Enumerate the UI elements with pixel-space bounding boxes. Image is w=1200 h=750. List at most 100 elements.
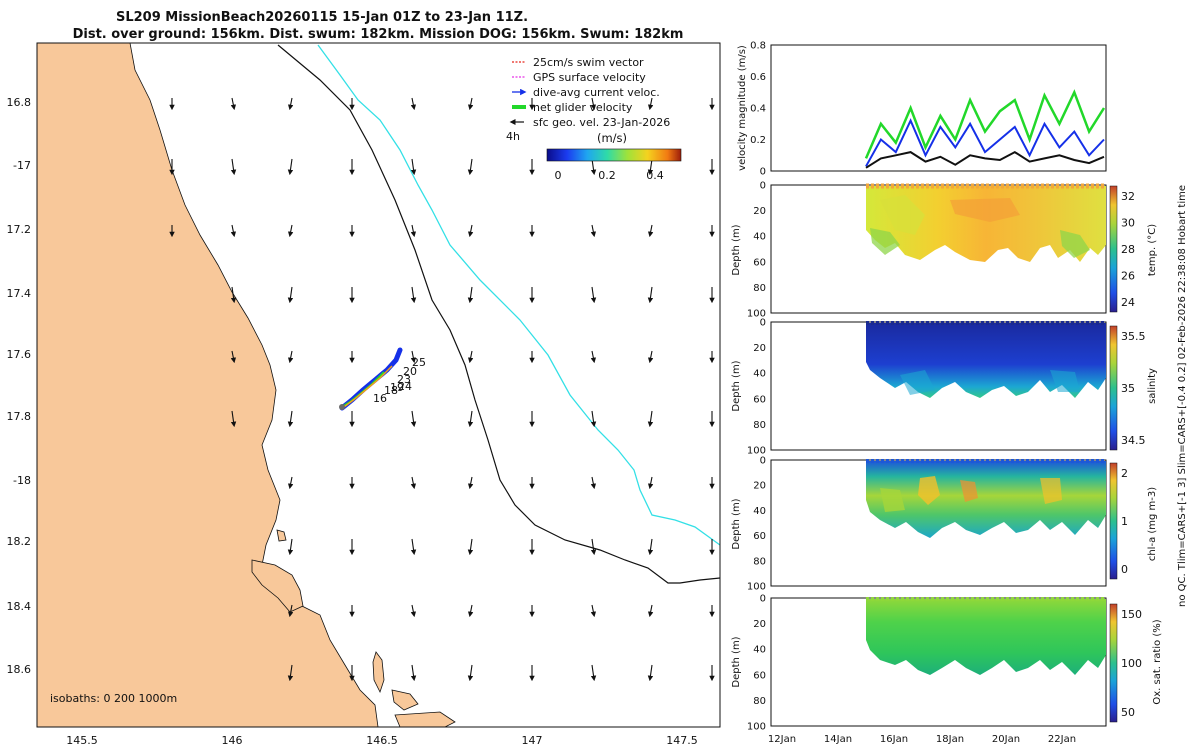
temperature-panel: 0 20 40 60 80 100 24 26 28 30 32 Depth (m) temp. (…: [731, 181, 1158, 320]
sfc-arrow: [230, 410, 237, 428]
scale-label: 4h: [506, 130, 520, 143]
chl-yticks: 0 20 40 60 80 100 0 1 2: [747, 456, 1128, 593]
sfc-arrow: [467, 158, 474, 176]
legend-dive: dive-avg current veloc.: [533, 86, 660, 99]
tick-label: 0: [760, 318, 766, 329]
svg-text:147.5: 147.5: [666, 734, 698, 747]
sfc-arrow: [467, 410, 474, 428]
sfc-arrow: [287, 224, 294, 238]
svg-text:0.4: 0.4: [646, 169, 664, 182]
tick-label: 60: [753, 531, 766, 542]
svg-text:147: 147: [522, 734, 543, 747]
sfc-arrow: [467, 286, 474, 304]
svg-text:18.4: 18.4: [7, 600, 32, 613]
temp-ylabel: Depth (m): [731, 224, 742, 275]
svg-text:18.6: 18.6: [7, 663, 32, 676]
sfc-arrow: [287, 664, 294, 682]
chla-panel: 0 20 40 60 80 100 0 1 2 Depth (m) chl-a (mg m-3): [731, 456, 1158, 593]
tick-label: 0: [760, 181, 766, 192]
sfc-arrow: [230, 158, 237, 176]
ox-colorbar-label: Ox. sat. ratio (%): [1152, 619, 1163, 704]
tick-label: 40: [753, 645, 766, 656]
colorbar-tick: 26: [1121, 270, 1135, 283]
sfc-arrow: [647, 158, 654, 176]
sfc-arrow: [590, 604, 597, 618]
sfc-arrow: [467, 97, 474, 111]
sfc-arrow: [410, 286, 417, 304]
sal-ylabel: Depth (m): [731, 360, 742, 411]
sfc-arrow: [287, 350, 294, 364]
sfc-arrow: [287, 158, 294, 176]
temp-field: [866, 186, 1106, 262]
colorbar-tick: 35.5: [1121, 330, 1146, 343]
sfc-arrow: [287, 604, 294, 618]
colorbar-tick: 32: [1121, 190, 1135, 203]
legend-swim: 25cm/s swim vector: [533, 56, 644, 69]
tick-label: 80: [753, 696, 766, 707]
track-label: 20: [403, 365, 417, 378]
sfc-arrow: [410, 224, 417, 238]
tick-label: 100: [747, 309, 766, 320]
svg-text:146: 146: [222, 734, 243, 747]
sfc-arrow: [467, 476, 474, 490]
sfc-arrow: [647, 476, 654, 490]
sfc-arrow: [287, 286, 294, 304]
tick-label: 20: [753, 343, 766, 354]
temp-colorbar: [1109, 185, 1118, 313]
sfc-arrow: [467, 538, 474, 556]
ox-yticks: 0 20 40 60 80 100 50 100 150: [747, 594, 1142, 733]
svg-text:18Jan: 18Jan: [936, 734, 964, 745]
svg-text:0: 0: [555, 169, 562, 182]
salinity-panel: 0 20 40 60 80 100 34.5 35 35.5 Depth (m) salinit…: [731, 318, 1158, 457]
tick-label: 20: [753, 481, 766, 492]
tick-label: 60: [753, 670, 766, 681]
track-label: 19: [390, 381, 404, 394]
track-label: 24: [398, 380, 412, 393]
ox-ylabel: Depth (m): [731, 636, 742, 687]
tick-label: 80: [753, 420, 766, 431]
svg-text:145.5: 145.5: [66, 734, 98, 747]
colorbar-tick: 28: [1121, 243, 1135, 256]
svg-text:17.8: 17.8: [7, 410, 32, 423]
legend-sfc: sfc geo. vel. 23-Jan-2026: [533, 116, 670, 129]
svg-text:16Jan: 16Jan: [880, 734, 908, 745]
glider-track-swim: [343, 365, 393, 408]
sfc-arrow: [410, 538, 417, 556]
sfc-arrow: [467, 350, 474, 364]
tick-label: 0: [760, 167, 766, 178]
colorbar-title: (m/s): [597, 131, 627, 145]
island: [251, 559, 304, 613]
sfc-arrow: [230, 224, 237, 238]
track-label: 18: [384, 384, 398, 397]
colorbar-tick: 0: [1121, 563, 1128, 576]
tick-label: 100: [747, 722, 766, 733]
colorbar-tick: 34.5: [1121, 434, 1146, 447]
tick-label: 0.4: [750, 104, 766, 115]
island: [391, 689, 419, 711]
tick-label: 100: [747, 582, 766, 593]
sfc-arrow: [410, 604, 417, 618]
isobaths-label: isobaths: 0 200 1000m: [50, 692, 177, 705]
tick-label: 20: [753, 619, 766, 630]
svg-text:18.2: 18.2: [7, 535, 32, 548]
tick-label: 80: [753, 283, 766, 294]
velocity-panel: 0 0.2 0.4 0.6 0.8 velocity magnitude (m/s): [737, 41, 1107, 178]
sfc-arrow: [590, 158, 597, 176]
island: [372, 651, 385, 694]
island: [394, 711, 456, 727]
sfc-arrow: [467, 224, 474, 238]
sfc-arrow: [410, 476, 417, 490]
sfc-arrow: [287, 97, 294, 111]
svg-text:22Jan: 22Jan: [1048, 734, 1076, 745]
series-line: [865, 150, 1105, 169]
tick-label: 0: [760, 456, 766, 467]
colorbar-tick: 50: [1121, 706, 1135, 719]
sal-colorbar-label: salinity: [1147, 368, 1158, 404]
sfc-arrow: [590, 410, 597, 428]
sfc-arrow: [410, 97, 417, 111]
sfc-arrow: [647, 664, 654, 682]
svg-text:0.2: 0.2: [598, 169, 616, 182]
sfc-arrow: [647, 224, 654, 238]
island: [276, 529, 287, 542]
